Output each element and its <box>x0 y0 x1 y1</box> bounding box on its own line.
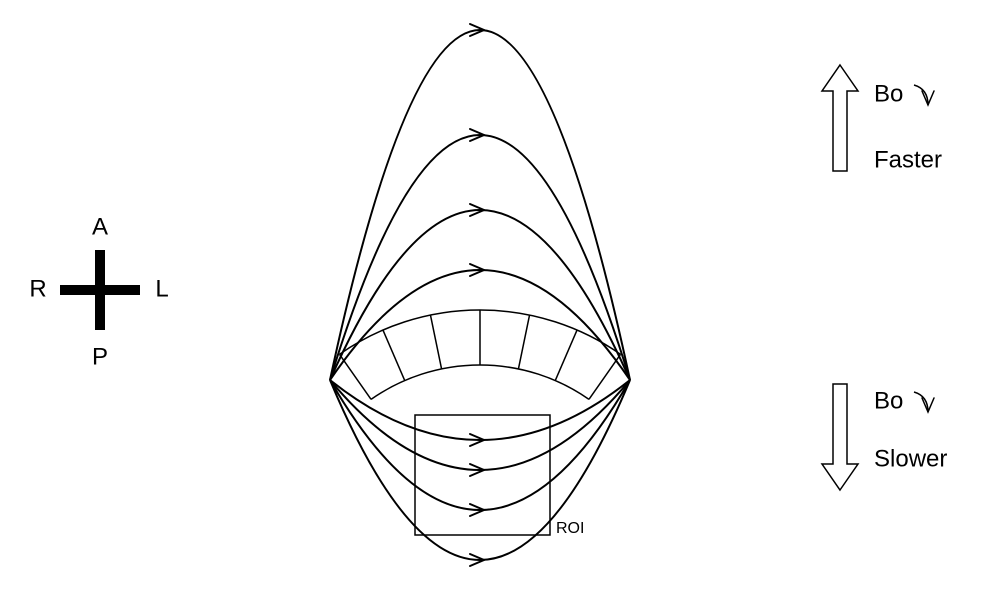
legend-arrow-up <box>822 65 858 171</box>
roi-label: ROI <box>556 520 584 537</box>
compass-label-l: L <box>155 275 168 302</box>
teeth-inner-arc <box>371 365 589 399</box>
legend-arrow-down <box>822 384 858 490</box>
teeth-sep-2 <box>430 315 441 369</box>
legend-bottom-slower: Slower <box>874 445 947 472</box>
legend-bottom-bo: Bo <box>874 387 903 414</box>
teeth-sep-1 <box>383 330 405 381</box>
teeth-sep-6 <box>589 354 621 399</box>
field-line-bottom-3 <box>330 380 630 440</box>
teeth-sep-0 <box>339 354 371 399</box>
compass-label-r: R <box>29 275 46 302</box>
legend-top-bo: Bo <box>874 80 903 107</box>
teeth-sep-5 <box>555 330 577 381</box>
compass-label-p: P <box>92 343 108 370</box>
compass-label-a: A <box>92 213 108 240</box>
field-line-bottom-1 <box>330 380 630 510</box>
legend-top-faster: Faster <box>874 146 942 173</box>
field-line-bottom-2 <box>330 380 630 470</box>
teeth-sep-4 <box>518 315 529 369</box>
